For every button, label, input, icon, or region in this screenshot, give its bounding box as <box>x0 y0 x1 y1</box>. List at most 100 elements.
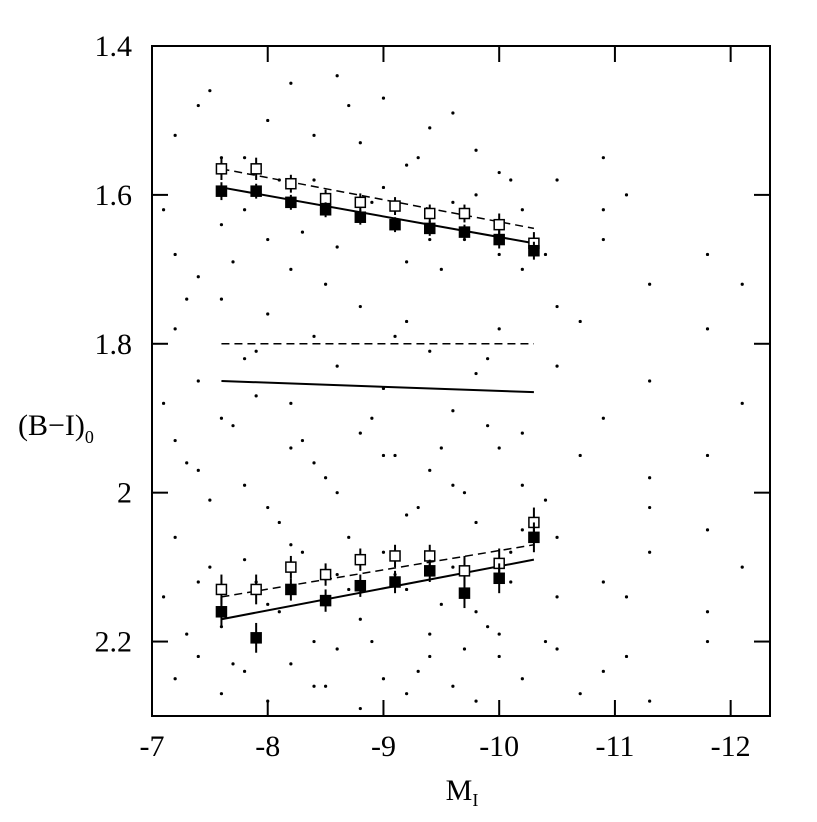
point <box>358 617 362 621</box>
point <box>578 453 582 458</box>
point <box>312 133 316 137</box>
point <box>242 357 247 361</box>
point <box>405 163 409 167</box>
point <box>428 126 432 130</box>
point <box>335 491 339 495</box>
point <box>416 156 420 160</box>
point <box>601 208 605 212</box>
point <box>254 349 258 353</box>
point <box>648 282 652 286</box>
point <box>520 677 524 681</box>
point <box>439 602 443 606</box>
point <box>474 371 478 376</box>
point <box>648 550 652 554</box>
point <box>648 699 652 703</box>
point <box>497 632 501 636</box>
point <box>312 639 316 644</box>
bin-marker <box>493 572 505 585</box>
y-tick-label: 2.2 <box>95 626 133 659</box>
point <box>266 699 270 703</box>
point <box>624 193 629 197</box>
point <box>289 401 293 405</box>
bin-marker <box>215 185 228 197</box>
bin-marker <box>250 185 262 197</box>
point <box>520 483 524 487</box>
point <box>381 453 386 458</box>
bin-marker <box>389 550 401 562</box>
y-tick-label: 1.6 <box>95 179 133 212</box>
point <box>428 632 432 636</box>
point <box>266 602 270 606</box>
point <box>497 327 501 331</box>
point <box>323 476 328 480</box>
point <box>601 580 605 584</box>
point <box>161 401 166 405</box>
bin-marker <box>285 196 297 209</box>
bin-marker <box>250 163 262 175</box>
point <box>705 453 710 458</box>
point <box>405 319 409 324</box>
point <box>381 96 386 100</box>
point <box>555 535 559 539</box>
point <box>277 610 281 614</box>
point <box>486 625 490 629</box>
point <box>196 275 200 279</box>
point <box>254 394 258 398</box>
point <box>242 669 247 673</box>
point <box>300 230 305 234</box>
point <box>520 431 524 435</box>
bin-marker <box>389 576 401 588</box>
point <box>474 520 478 525</box>
bin-marker <box>319 568 332 581</box>
point <box>486 424 490 428</box>
bin-marker <box>285 561 297 573</box>
fit-line <box>221 544 535 598</box>
fit-line <box>221 186 535 245</box>
bin-marker <box>250 632 262 644</box>
x-tick-label: -11 <box>595 730 634 763</box>
point <box>219 416 224 420</box>
point <box>219 692 224 696</box>
x-axis-label: MI <box>446 774 479 810</box>
point <box>601 416 605 420</box>
point <box>405 587 409 592</box>
point <box>323 684 328 688</box>
point <box>185 632 189 636</box>
bin-marker <box>215 583 228 596</box>
point <box>393 453 397 458</box>
point <box>370 416 374 420</box>
point <box>451 483 455 487</box>
point <box>219 223 224 227</box>
bin-marker <box>528 531 540 544</box>
point <box>208 89 212 93</box>
point <box>208 565 212 569</box>
point <box>555 647 559 651</box>
point <box>428 349 432 353</box>
point <box>543 639 548 644</box>
point <box>497 252 501 257</box>
point <box>242 483 247 487</box>
x-tick-label: -7 <box>140 730 165 763</box>
point <box>520 528 524 532</box>
point <box>648 505 652 510</box>
point <box>381 185 386 190</box>
bin-marker <box>354 211 367 223</box>
bin-marker <box>424 222 436 235</box>
point <box>312 334 316 338</box>
point <box>358 141 362 145</box>
bin-marker <box>319 204 332 216</box>
point <box>242 208 247 212</box>
point <box>497 170 501 175</box>
point <box>347 535 351 539</box>
point <box>335 364 339 368</box>
point <box>323 282 328 286</box>
point <box>173 133 177 137</box>
bin-marker <box>250 583 262 596</box>
point <box>370 200 374 204</box>
point <box>405 692 409 696</box>
point <box>601 156 605 160</box>
bin-marker <box>285 177 297 190</box>
point <box>173 252 177 257</box>
point <box>300 438 305 443</box>
point <box>381 550 386 554</box>
